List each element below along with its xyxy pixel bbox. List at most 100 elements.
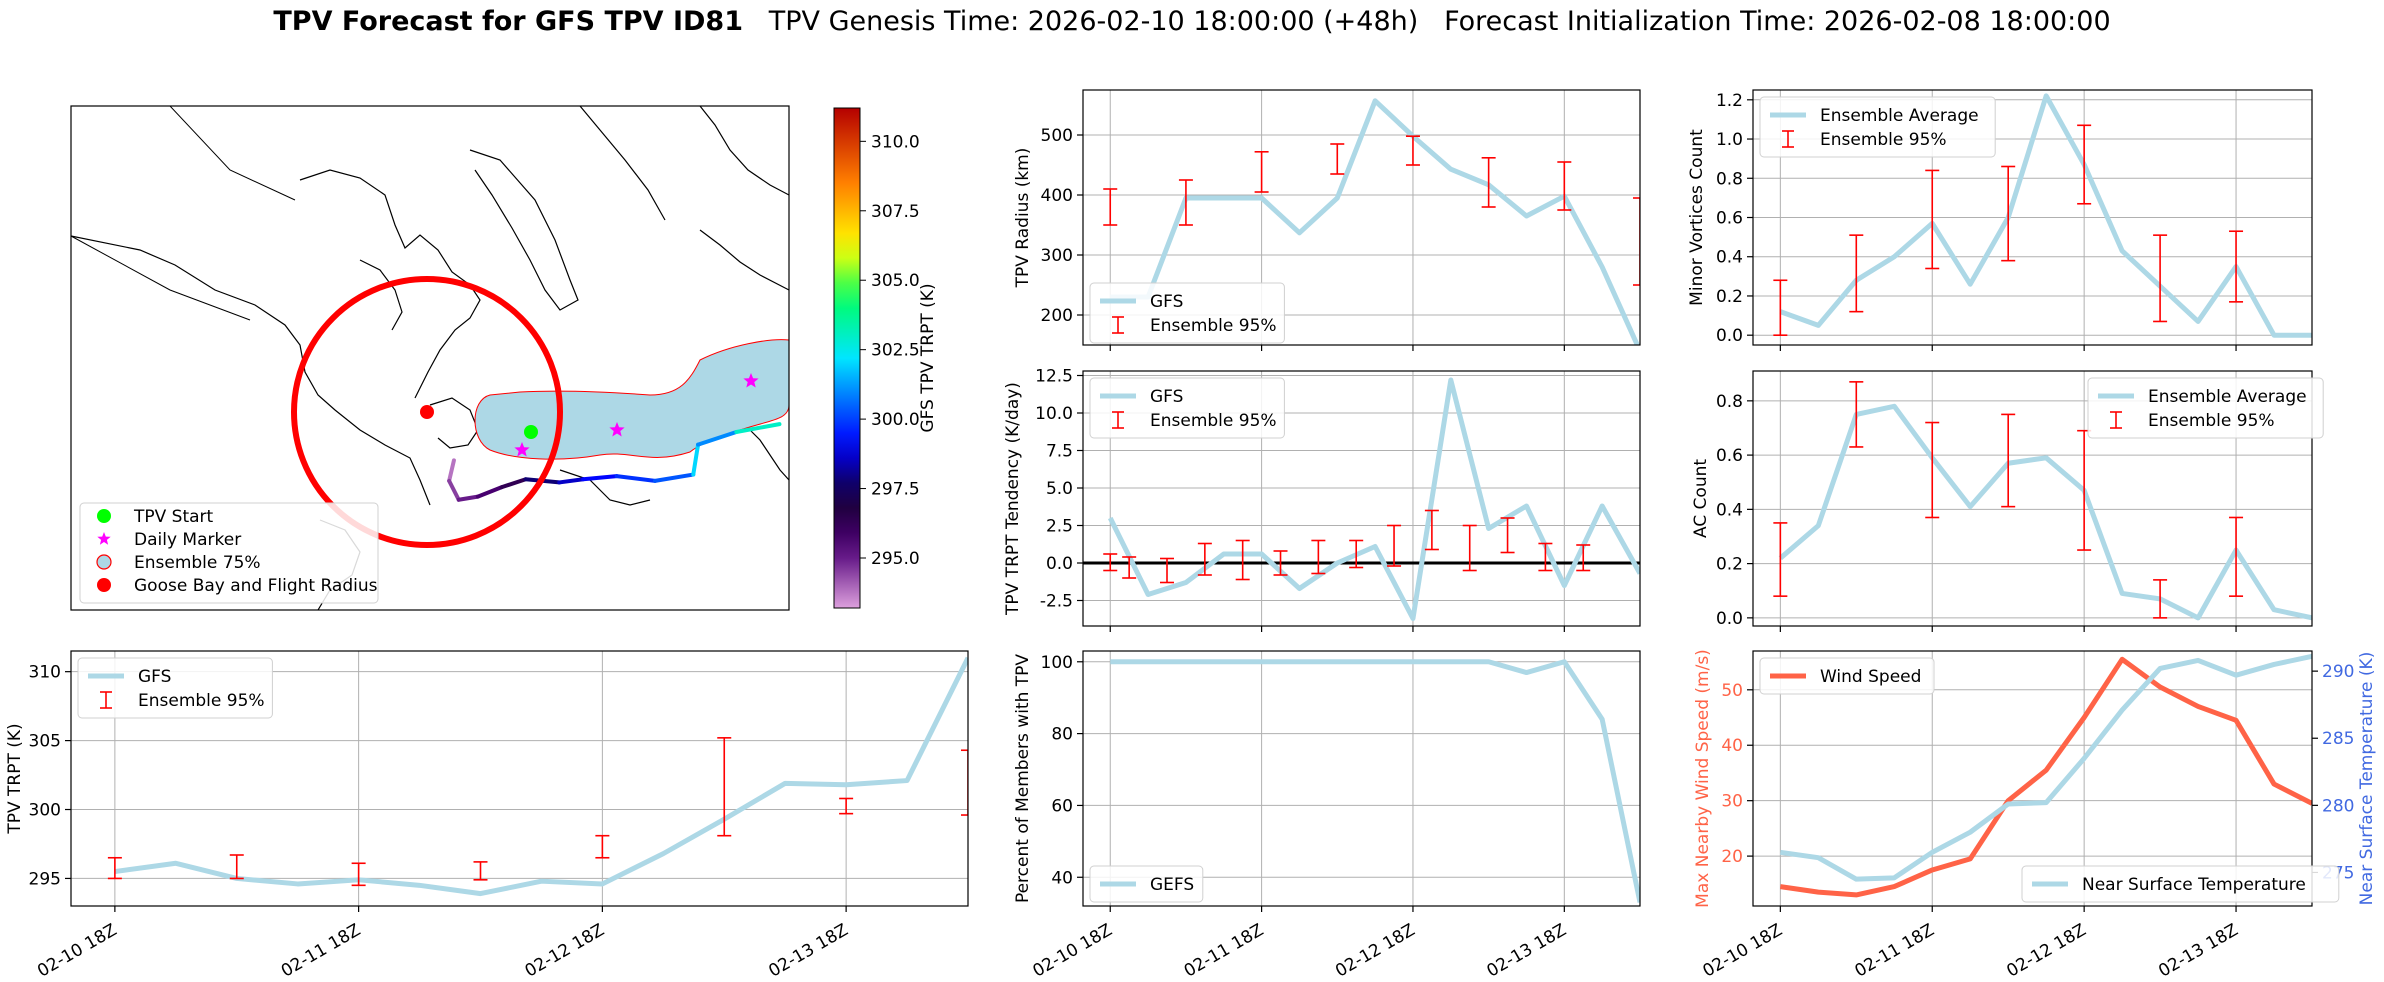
y-tick-label: 300: [29, 801, 61, 821]
x-tick-label: 02-10 18Z: [1029, 920, 1115, 981]
track-segment: [691, 442, 701, 477]
y-tick-label: 0.4: [1716, 500, 1743, 520]
y-tick-label: 2.5: [1046, 517, 1073, 537]
ensemble-errorbar: [1197, 542, 1212, 576]
legend: GEFS: [1089, 865, 1204, 903]
legend-label: Ensemble 95%: [1820, 130, 1947, 150]
ensemble-errorbar: [1462, 524, 1477, 572]
map-frame: [70, 105, 790, 611]
chart-radius: 200 300 400 500 TPV Radius (km) GFS Ensemble 9…: [1013, 89, 1641, 351]
y-tick-label: 40: [1721, 736, 1743, 756]
colorbar-tick-label: 302.5: [871, 341, 920, 361]
y-tick-label: 12.5: [1035, 367, 1073, 387]
ensemble-errorbar: [1633, 197, 1640, 286]
legend-box: [1089, 377, 1285, 439]
goose-bay-marker: [420, 405, 434, 419]
ensemble-errorbar: [1349, 539, 1364, 569]
series-line-gfs: [1110, 98, 1640, 345]
ensemble-errorbar: [1424, 509, 1439, 551]
y-tick-label: 500: [1041, 126, 1073, 146]
track-segment: [499, 477, 528, 490]
legend-label: Ensemble 95%: [138, 691, 265, 711]
ensemble-errorbar: [1235, 539, 1250, 581]
ensemble-errorbar: [1178, 179, 1193, 226]
track-segment: [557, 477, 586, 485]
coastline: [359, 259, 403, 331]
tpv-start-marker: [524, 425, 538, 439]
y-tick-label: 295: [29, 869, 61, 889]
legend: Ensemble Average Ensemble 95%: [2087, 377, 2324, 439]
y-tick-label: 305: [29, 732, 61, 752]
ensemble-errorbar: [229, 854, 244, 880]
coastline: [469, 149, 579, 311]
legend-swatch-daily: [97, 532, 111, 545]
y-axis-label: Max Nearby Wind Speed (m/s): [1693, 649, 1713, 908]
track-segment: [652, 472, 696, 483]
x-tick-label: 02-13 18Z: [2155, 920, 2241, 981]
ensemble-errorbar: [1925, 421, 1940, 519]
plot-area: [107, 656, 968, 897]
legend-label: GFS: [1150, 387, 1183, 407]
legend: GFS Ensemble 95%: [1089, 377, 1285, 439]
ensemble-errorbar: [717, 737, 732, 837]
ensemble-errorbar: [1773, 279, 1788, 336]
map-panel: TPV Start Daily Marker Ensemble 75% Goose B…: [70, 105, 938, 611]
y-tick-label: 0.2: [1716, 287, 1743, 307]
coastline: [579, 106, 666, 221]
y-tick-label: -2.5: [1040, 592, 1073, 612]
y-tick-label: 0.6: [1716, 209, 1743, 229]
colorbar-tick-label: 295.0: [871, 549, 920, 569]
colorbar-tick-label: 310.0: [871, 132, 920, 152]
axes-frame: [1752, 89, 2313, 346]
y-axis-label: Minor Vortices Count: [1687, 129, 1707, 306]
legend-label: GEFS: [1150, 875, 1194, 895]
legend-swatch-goose-bay: [97, 578, 111, 592]
plot-area: [1773, 381, 2312, 621]
ensemble-errorbar: [1273, 550, 1288, 576]
plot-area: [1773, 93, 2312, 338]
y-tick-label: 0.8: [1716, 392, 1743, 412]
daily-marker: [609, 422, 625, 437]
y-tick-label: 40: [1051, 868, 1073, 888]
y-right-tick-label: 290: [2322, 662, 2354, 682]
ensemble-errorbar: [1576, 544, 1591, 572]
map-legend: TPV Start Daily Marker Ensemble 75% Goose B…: [79, 502, 379, 604]
y-tick-label: 10.0: [1035, 404, 1073, 424]
plot-area: [1779, 653, 2312, 898]
y-tick-label: 200: [1041, 306, 1073, 326]
legend-label: GFS: [138, 667, 171, 687]
legend-swatch-ensemble: [96, 554, 112, 570]
legend-label: Daily Marker: [134, 530, 241, 550]
x-tick-label: 02-10 18Z: [34, 920, 120, 981]
chart-minor_vortices: 0.0 0.2 0.4 0.6 0.8 1.0 1.2 Minor Vortices Coun…: [1687, 89, 2313, 351]
border-line: [71, 235, 251, 321]
series-line-gefs: [1110, 659, 1640, 903]
legend-label: Ensemble 95%: [1150, 316, 1277, 336]
daily-marker: [743, 373, 759, 388]
legend-box: [1089, 282, 1285, 344]
plot-area: [1103, 377, 1640, 621]
x-tick-label: 02-12 18Z: [2003, 920, 2089, 981]
x-tick-label: 02-11 18Z: [1851, 920, 1937, 981]
colorbar-tick-label: 297.5: [871, 480, 920, 500]
ensemble-errorbar: [1103, 553, 1118, 572]
x-tick-label: 02-10 18Z: [1700, 920, 1786, 981]
legend-label: Ensemble 75%: [134, 553, 261, 573]
axes-frame: [70, 650, 969, 907]
ensemble-errorbar: [1330, 143, 1345, 175]
y-right-tick-label: 285: [2322, 729, 2354, 749]
legend: Wind Speed: [1759, 657, 1935, 695]
y-axis-label: TPV TRPT (K): [5, 723, 25, 834]
y-tick-label: 0.0: [1716, 609, 1743, 629]
series-line-wind-speed: [1779, 656, 2312, 898]
legend-box: [1759, 96, 1996, 158]
ensemble-errorbar: [2153, 234, 2168, 323]
axes-frame: [1082, 370, 1641, 627]
figure-title-genesis: TPV Genesis Time: 2026-02-10 18:00:00 (+…: [768, 6, 1419, 37]
axes-frame: [1082, 650, 1641, 907]
y-axis-label: TPV TRPT Tendency (K/day): [1003, 382, 1023, 616]
ensemble-errorbar: [2229, 230, 2244, 303]
y-tick-label: 5.0: [1046, 479, 1073, 499]
y-tick-label: 0.6: [1716, 446, 1743, 466]
y-tick-label: 100: [1041, 653, 1073, 673]
